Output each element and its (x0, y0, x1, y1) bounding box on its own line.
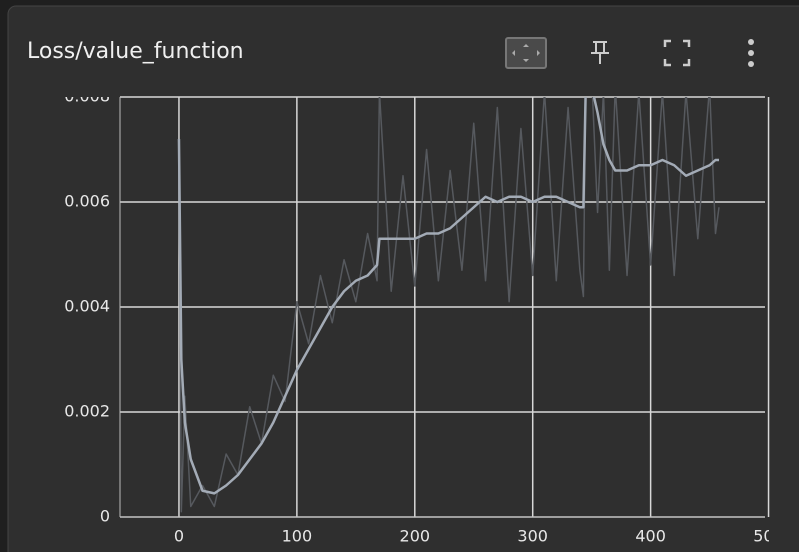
fullscreen-button[interactable] (663, 39, 691, 67)
x-tick-label: 0 (174, 527, 184, 546)
x-tick-label: 400 (635, 527, 666, 546)
y-tick-label: 0.002 (64, 402, 110, 421)
chart-title: Loss/value_function (27, 39, 244, 64)
x-tick-label: 100 (282, 527, 313, 546)
x-tick-label: 500 (753, 527, 784, 546)
more-menu-button[interactable] (748, 39, 754, 67)
x-tick-label: 200 (400, 527, 431, 546)
series-line (177, 97, 720, 495)
tick-labels: 0 0.002 0.004 0.006 0.008 0 100 200 300 400 500 (64, 87, 784, 546)
x-tick-label: 300 (517, 527, 548, 546)
y-tick-label: 0.006 (64, 192, 110, 211)
y-tick-label: 0.004 (64, 297, 110, 316)
y-tick-label: 0.008 (64, 87, 110, 106)
y-tick-label: 0 (100, 507, 110, 526)
plot (177, 97, 720, 513)
fit-domain-button[interactable] (505, 37, 547, 69)
pin-button[interactable] (591, 41, 609, 64)
card (7, 5, 799, 552)
